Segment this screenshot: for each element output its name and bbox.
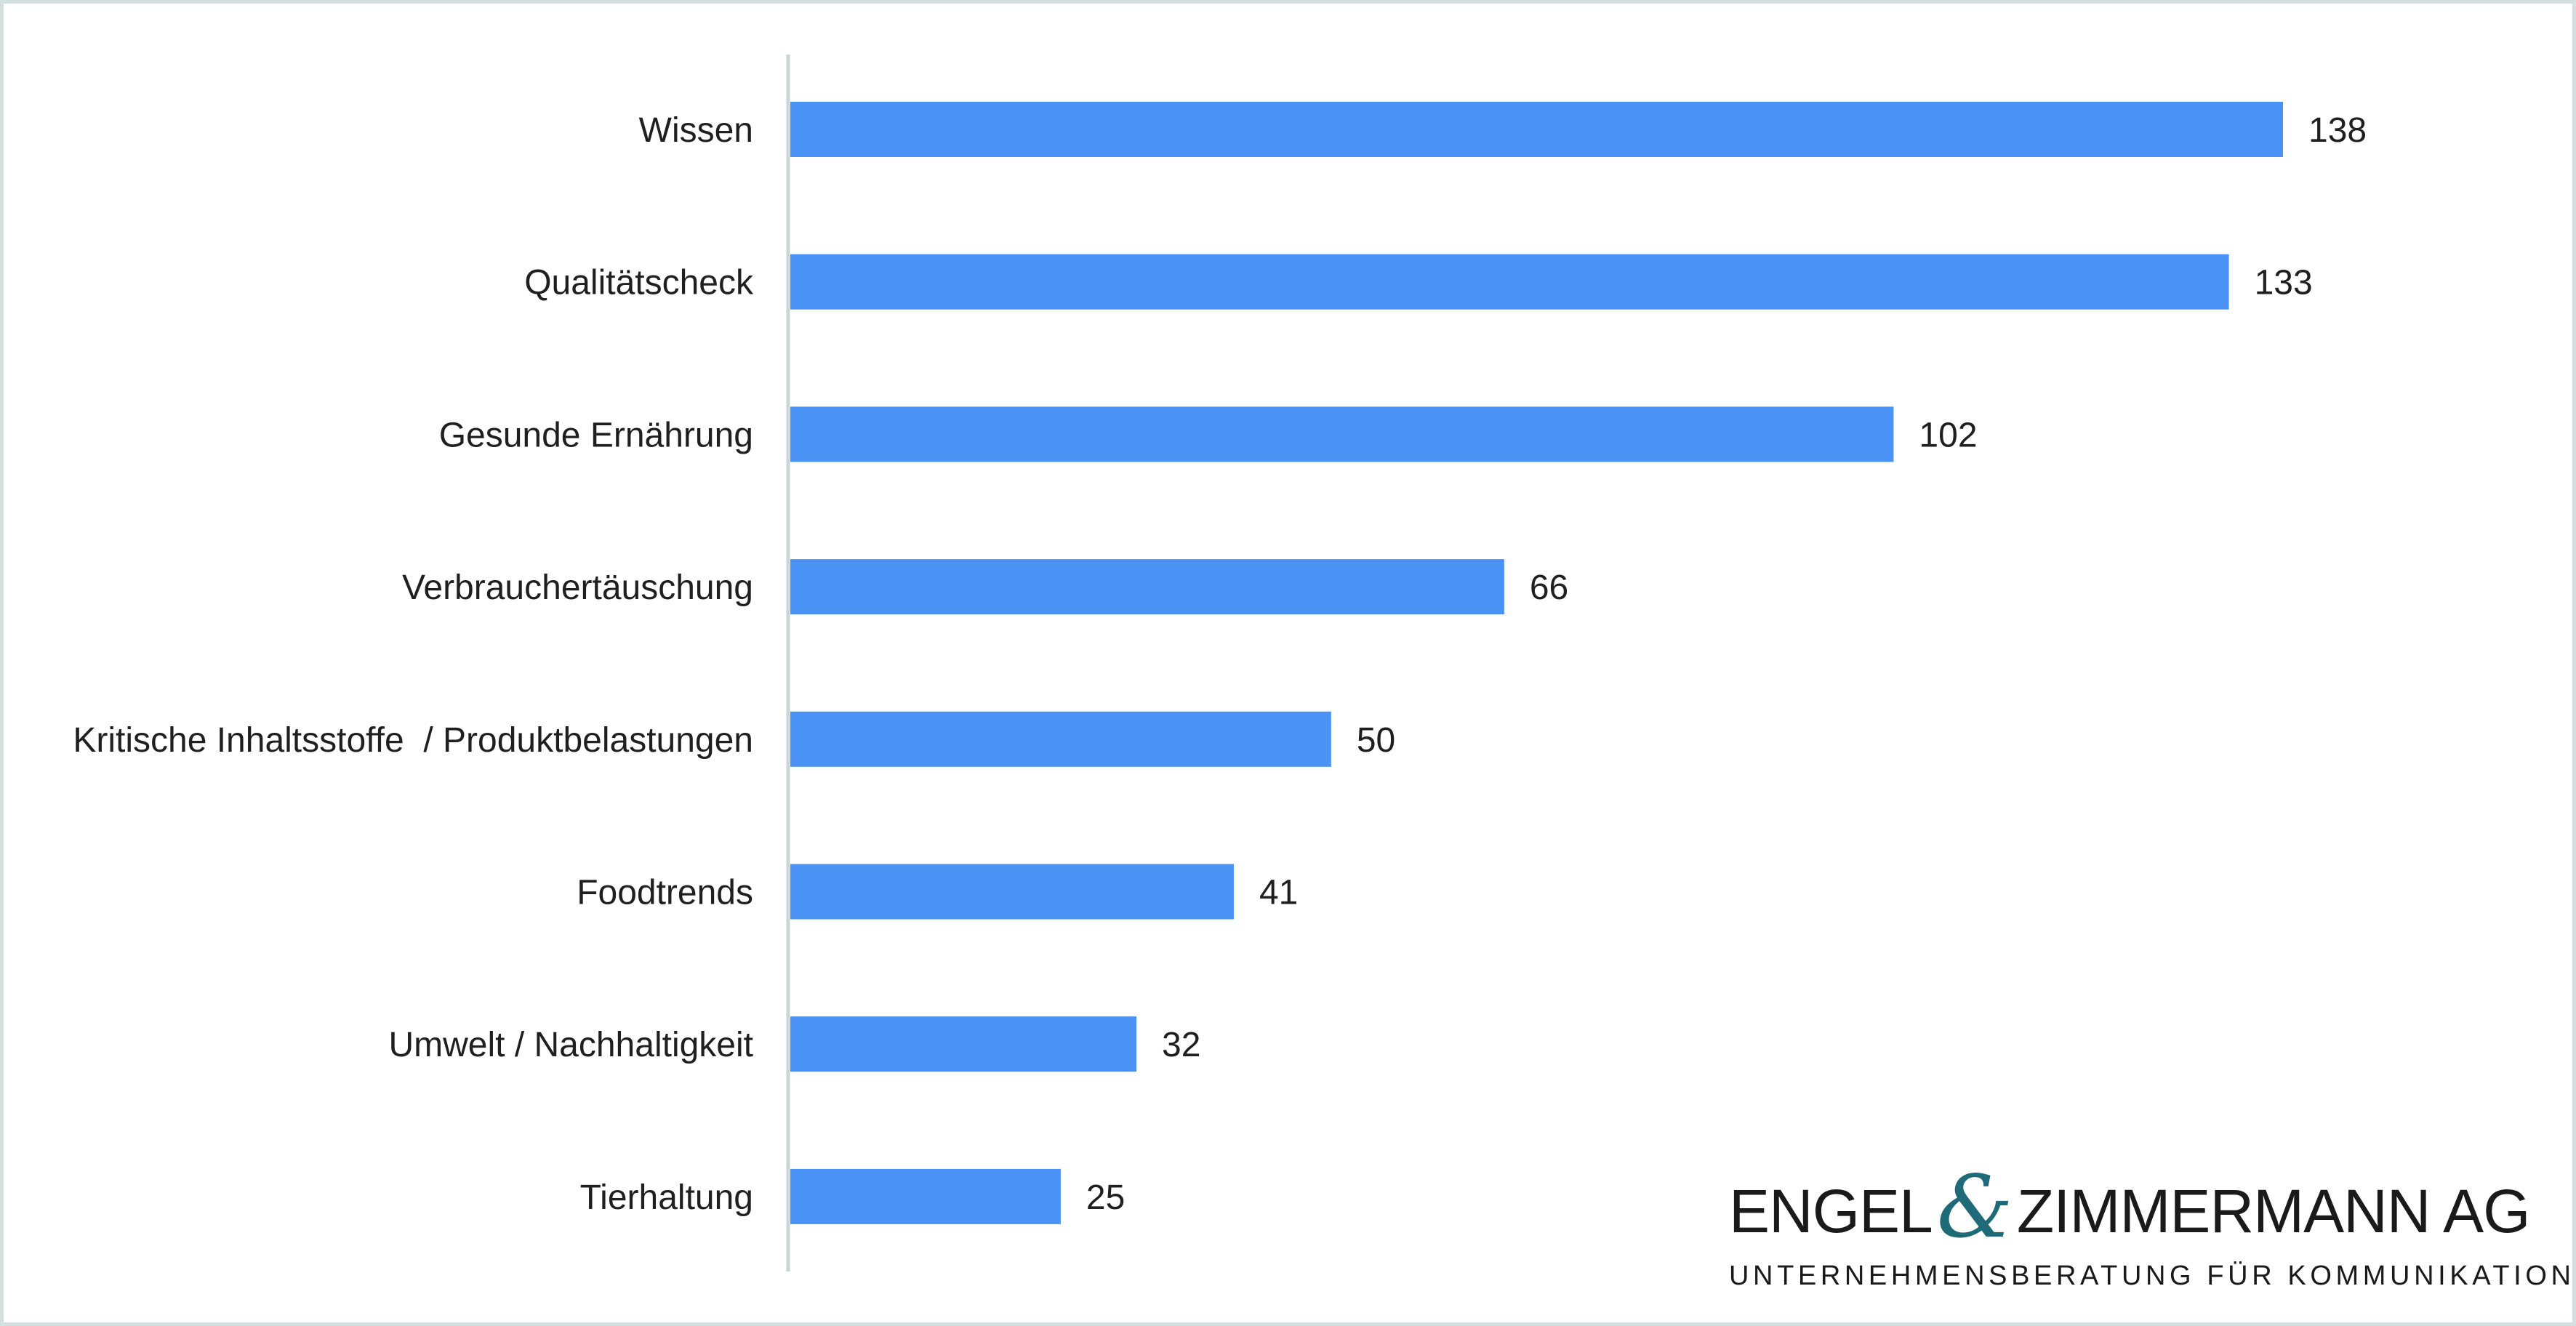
bar-3 <box>790 559 1504 615</box>
bar-0 <box>790 102 2283 157</box>
value-label-0: 138 <box>2308 111 2367 150</box>
logo-wordmark: ENGEL&ZIMMERMANN AG <box>1729 1164 2543 1250</box>
bar-2 <box>790 406 1894 462</box>
value-label-6: 32 <box>1162 1026 1200 1064</box>
value-label-7: 25 <box>1086 1178 1125 1217</box>
category-label-7: Tierhaltung <box>580 1178 753 1217</box>
value-label-4: 50 <box>1357 721 1395 760</box>
bar-6 <box>790 1016 1137 1072</box>
bar-5 <box>790 864 1234 920</box>
bars-group: Wissen 138 Qualitätscheck 133 Gesunde Ernähr… <box>73 102 2367 1224</box>
bar-chart: Wissen 138 Qualitätscheck 133 Gesunde Ernähr… <box>73 55 2367 1271</box>
bar-4 <box>790 711 1331 767</box>
category-label-6: Umwelt / Nachhaltigkeit <box>388 1026 753 1064</box>
category-label-0: Wissen <box>639 111 753 150</box>
category-label-1: Qualitätscheck <box>524 264 754 302</box>
logo-name-left: ENGEL <box>1729 1177 1933 1245</box>
logo-tagline: UNTERNEHMENSBERATUNG FÜR KOMMUNIKATION <box>1729 1261 2575 1291</box>
category-label-3: Verbrauchertäuschung <box>402 568 753 607</box>
value-label-2: 102 <box>1919 416 1977 454</box>
category-label-5: Foodtrends <box>577 874 753 912</box>
bar-7 <box>790 1168 1061 1224</box>
bar-1 <box>790 254 2229 310</box>
value-label-5: 41 <box>1259 874 1298 912</box>
category-label-2: Gesunde Ernährung <box>439 416 753 454</box>
company-logo: ENGEL&ZIMMERMANN AG UNTERNEHMENSBERATUNG… <box>1729 1164 2575 1292</box>
value-label-3: 66 <box>1530 568 1568 607</box>
value-label-1: 133 <box>2255 264 2313 302</box>
category-label-4: Kritische Inhaltsstoffe / Produktbelastu… <box>73 721 753 760</box>
logo-ampersand: & <box>1936 1157 2013 1257</box>
logo-name-right: ZIMMERMANN AG <box>2016 1177 2531 1245</box>
